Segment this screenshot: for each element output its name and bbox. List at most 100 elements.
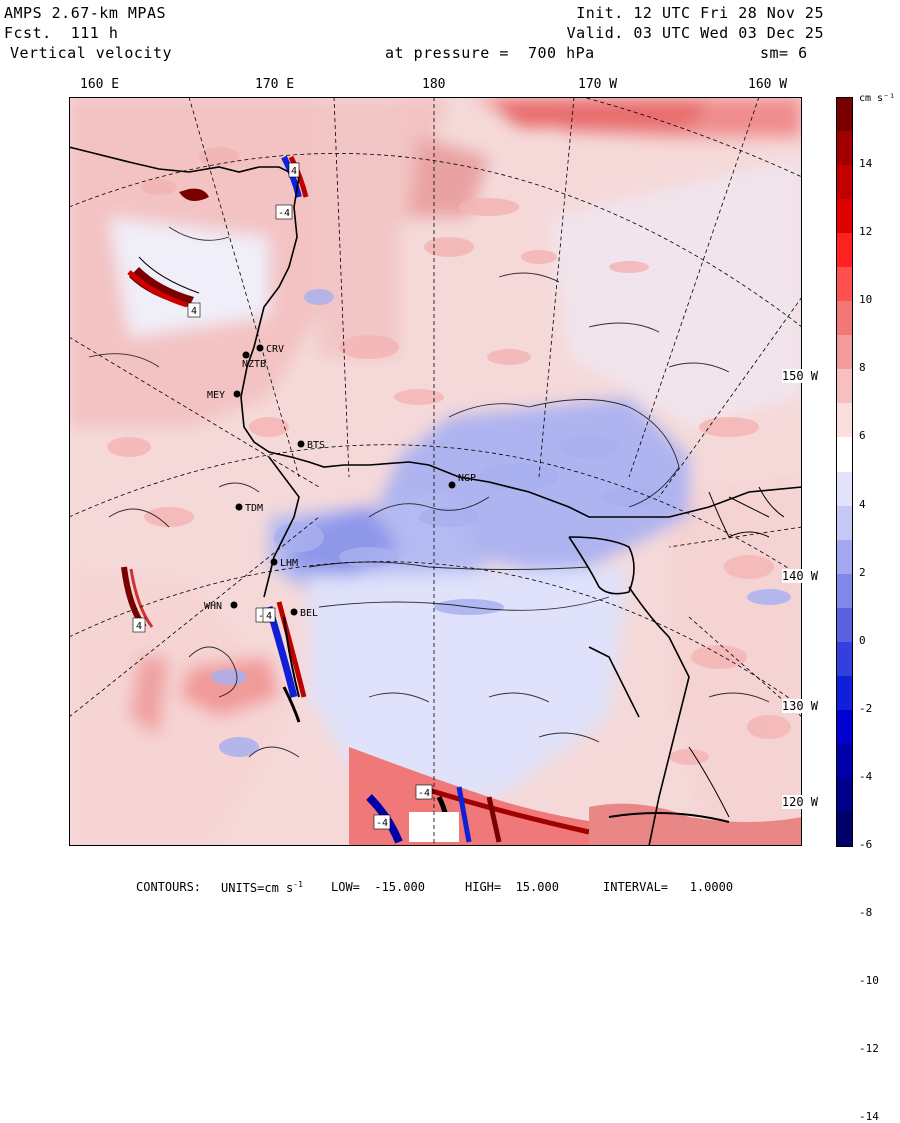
station-label: BEL: [300, 608, 318, 619]
contour-label-text: 4: [291, 166, 297, 177]
colorbar-tick-label: 8: [859, 361, 866, 375]
station-label: WHN: [204, 601, 222, 612]
lon-label-170e: 170 E: [255, 77, 295, 92]
valid-time: Valid. 03 UTC Wed 03 Dec 25: [566, 24, 824, 42]
pressure-level: at pressure = 700 hPa: [385, 44, 595, 62]
colorbar-segment: [836, 573, 852, 609]
footer-units-exponent: -1: [293, 880, 303, 889]
footer-contours: CONTOURS:: [136, 880, 202, 894]
lat-label-150w: 150 W: [781, 369, 818, 383]
upward-motion-cells: [107, 147, 791, 765]
station-label: NGP: [458, 473, 476, 484]
colorbar-tick-label: -12: [859, 1042, 879, 1056]
contour-label-2: -4: [275, 204, 293, 220]
station-label: TDM: [245, 503, 263, 514]
colorbar-segment: [836, 777, 852, 813]
graticule: [69, 97, 802, 846]
contour-label-7: -4: [415, 784, 433, 800]
contour-label-6: 4: [262, 607, 276, 623]
colorbar-tick-label: 12: [859, 225, 873, 239]
colorbar-tick-label: -4: [859, 769, 873, 783]
contour-label-text: 4: [136, 621, 142, 632]
lat-label-130w: 130 W: [781, 699, 818, 713]
coastline: [69, 146, 802, 846]
mountain-wave-zones: [121, 155, 802, 846]
colorbar-frame: [836, 97, 853, 847]
colorbar-segment: [836, 539, 852, 575]
colorbar-segment: [836, 471, 852, 507]
station-bel[interactable]: BEL: [290, 608, 319, 619]
colorbar-segment: [836, 131, 852, 166]
footer-low: LOW= -15.000: [331, 880, 425, 894]
map-frame: [69, 97, 802, 846]
colorbar-segment: [836, 811, 852, 847]
lat-label-140w: 140 W: [781, 569, 818, 583]
contour-label-text: 4: [191, 306, 197, 317]
lon-label-180: 180: [422, 77, 446, 92]
lon-label-160e: 160 E: [80, 77, 120, 92]
station-label: BTS: [307, 440, 325, 451]
contour-label-4: 4: [132, 617, 146, 633]
contour-label-text: -4: [418, 788, 430, 799]
colorbar-tick-label: -2: [859, 701, 873, 715]
colorbar-segment: [836, 641, 852, 677]
colorbar-segment: [836, 97, 852, 132]
colorbar-segment: [836, 233, 852, 268]
colorbar-tick-label: 6: [859, 429, 866, 443]
field-name: Vertical velocity: [10, 44, 173, 62]
colorbar-tick-label: -6: [859, 838, 873, 851]
colorbar-tick-label: 4: [859, 497, 866, 511]
station-label: LHM: [280, 558, 298, 569]
contour-lines: [88, 226, 770, 758]
colorbar-segment: [836, 709, 852, 745]
colorbar-segment: [836, 403, 852, 438]
station-nztb[interactable]: NZTB: [242, 351, 266, 371]
station-label: NZTB: [242, 359, 266, 370]
station-bts[interactable]: BTS: [297, 440, 326, 451]
footer-high: HIGH= 15.000: [465, 880, 559, 894]
colorbar-tick-label: -8: [859, 906, 873, 920]
colorbar-units: cm s⁻¹: [859, 93, 896, 104]
colorbar-tick-label: -14: [859, 1110, 879, 1123]
lon-label-160w: 160 W: [748, 77, 788, 92]
station-mey[interactable]: MEY: [207, 390, 241, 401]
colorbar-segment: [836, 301, 852, 336]
station-tdm[interactable]: TDM: [235, 503, 264, 514]
station-crv[interactable]: CRV: [256, 344, 285, 355]
model-title: AMPS 2.67-km MPAS: [4, 4, 167, 22]
vertical-velocity-map: 4 -4 4 4 -4 4 -4 -4 CRV NZTB MEY BTS NGP…: [69, 97, 802, 846]
smoothing-value: sm= 6: [760, 44, 808, 62]
colorbar-segment: [836, 437, 852, 472]
station-whn[interactable]: WHN: [204, 601, 238, 612]
colorbar-tick-label: 14: [859, 157, 873, 171]
contour-value-labels: 4 -4 4 4 -4 4 -4 -4: [132, 162, 433, 830]
station-label: CRV: [266, 344, 284, 355]
colorbar-tick-label: 2: [859, 565, 866, 579]
colorbar-segment: [836, 335, 852, 370]
colorbar: [836, 97, 853, 847]
station-lhm[interactable]: LHM: [270, 558, 299, 569]
colorbar-tick-label: -10: [859, 974, 879, 988]
colorbar-segment: [836, 267, 852, 302]
contour-label-text: -4: [376, 818, 388, 829]
contour-label-text: -4: [278, 208, 290, 219]
lon-label-170w: 170 W: [578, 77, 618, 92]
lat-label-120w: 120 W: [781, 795, 818, 809]
station-ngp[interactable]: NGP: [448, 473, 477, 489]
forecast-hour: Fcst. 111 h: [4, 24, 119, 42]
contour-label-1: 4: [288, 162, 300, 178]
footer-units-label: UNITS=cm s: [221, 881, 294, 895]
colorbar-tick-label: 10: [859, 293, 873, 307]
contour-label-text: 4: [266, 611, 272, 622]
colorbar-segment: [836, 675, 852, 711]
contour-label-3: 4: [187, 302, 201, 318]
init-time: Init. 12 UTC Fri 28 Nov 25: [576, 4, 824, 22]
footer-interval: INTERVAL= 1.0000: [603, 880, 734, 894]
colorbar-segment: [836, 743, 852, 779]
station-label: MEY: [207, 390, 225, 401]
footer-units: UNITS=cm s-1: [221, 880, 303, 895]
colorbar-segment: [836, 607, 852, 643]
colorbar-segment: [836, 199, 852, 234]
colorbar-tick-label: 0: [859, 633, 866, 647]
contour-label-8: -4: [373, 814, 391, 830]
